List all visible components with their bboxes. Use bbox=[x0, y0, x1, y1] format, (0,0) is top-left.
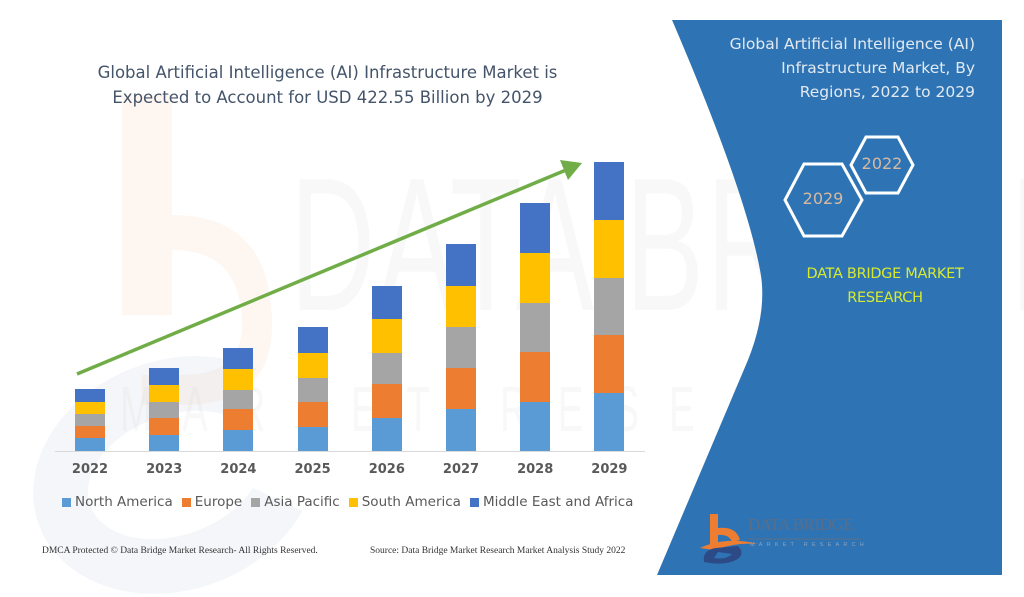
bar-segment bbox=[75, 402, 105, 415]
x-axis-label: 2028 bbox=[517, 462, 554, 477]
legend-item: Europe bbox=[181, 494, 243, 510]
bar-2023 bbox=[149, 367, 180, 451]
bar-segment bbox=[297, 401, 328, 427]
bar-2029 bbox=[594, 162, 625, 451]
bar-segment bbox=[446, 409, 476, 451]
bar-segment bbox=[371, 319, 402, 354]
bar-2027 bbox=[446, 244, 476, 451]
chart-title-line: Global Artificial Intelligence (AI) Infr… bbox=[97, 63, 558, 82]
legend-item: Middle East and Africa bbox=[469, 494, 634, 510]
legend-swatch-icon bbox=[62, 497, 71, 507]
x-axis-label: 2024 bbox=[220, 462, 257, 477]
chart-title: Global Artificial Intelligence (AI) Infr… bbox=[60, 60, 595, 110]
x-axis-label: 2026 bbox=[368, 462, 405, 477]
chart-title-line: Expected to Account for USD 422.55 Billi… bbox=[112, 88, 543, 107]
bar-segment bbox=[446, 286, 476, 328]
legend-item: South America bbox=[348, 494, 461, 510]
bar-segment bbox=[446, 368, 476, 409]
bar-segment bbox=[223, 348, 254, 370]
logo-subtitle: MARKET RESEARCH bbox=[750, 542, 868, 548]
bar-segment bbox=[149, 367, 180, 385]
legend-label: Asia Pacific bbox=[264, 494, 340, 510]
source-note: Source: Data Bridge Market Research Mark… bbox=[370, 546, 626, 556]
legend-item: Asia Pacific bbox=[251, 494, 340, 510]
bar-segment bbox=[75, 414, 105, 427]
legend-swatch-icon bbox=[348, 497, 358, 507]
bar-segment bbox=[223, 369, 254, 391]
legend-swatch-icon bbox=[251, 497, 261, 507]
bar-segment bbox=[371, 384, 402, 419]
panel-title-line: Regions, 2022 to 2029 bbox=[799, 83, 975, 101]
bar-2026 bbox=[371, 286, 402, 451]
bar-2028 bbox=[520, 203, 551, 451]
bar-segment bbox=[520, 203, 551, 254]
bar-segment bbox=[75, 389, 105, 403]
bar-segment bbox=[75, 438, 105, 451]
bar-2025 bbox=[297, 326, 328, 451]
chart-legend: North America Europe Asia Pacific South Ame… bbox=[62, 494, 633, 510]
x-axis-label: 2022 bbox=[71, 462, 109, 477]
panel-title-line: Infrastructure Market, By bbox=[781, 59, 975, 77]
bar-segment bbox=[371, 286, 402, 320]
copyright-note: DMCA Protected © Data Bridge Market Rese… bbox=[42, 546, 318, 556]
bar-segment bbox=[223, 430, 254, 451]
bar-segment bbox=[594, 393, 625, 451]
bar-segment bbox=[297, 426, 328, 451]
bar-segment bbox=[446, 327, 476, 369]
bar-segment bbox=[594, 335, 625, 393]
bar-segment bbox=[371, 353, 402, 385]
panel-title: Global Artificial Intelligence (AI) Infr… bbox=[690, 32, 975, 104]
brand-text-line: DATA BRIDGE MARKET bbox=[806, 266, 964, 282]
legend-swatch-icon bbox=[181, 497, 191, 507]
bar-segment bbox=[594, 162, 625, 221]
logo-name: DATA BRIDGE bbox=[748, 515, 854, 534]
legend-label: South America bbox=[361, 494, 461, 510]
bar-segment bbox=[520, 303, 551, 353]
hex-label-2022: 2022 bbox=[861, 154, 903, 173]
bar-2024 bbox=[223, 348, 254, 451]
x-axis-label: 2025 bbox=[294, 462, 331, 477]
bar-segment bbox=[371, 418, 402, 451]
panel-title-line: Global Artificial Intelligence (AI) bbox=[729, 35, 975, 53]
bar-segment bbox=[297, 352, 328, 378]
legend-item: North America bbox=[62, 494, 173, 510]
x-axis-label: 2027 bbox=[442, 462, 480, 477]
data-bridge-logo-icon bbox=[700, 514, 861, 564]
bar-segment bbox=[149, 417, 180, 435]
x-axis-label: 2029 bbox=[591, 462, 628, 477]
brand-text-line: RESEARCH bbox=[847, 290, 923, 306]
legend-label: Middle East and Africa bbox=[482, 494, 634, 510]
hex-label-2029: 2029 bbox=[802, 189, 844, 208]
bar-segment bbox=[149, 401, 180, 418]
bar-segment bbox=[520, 352, 551, 403]
brand-text: DATA BRIDGE MARKET RESEARCH bbox=[770, 262, 1000, 310]
bar-segment bbox=[297, 326, 328, 353]
bar-segment bbox=[75, 426, 105, 438]
bar-segment bbox=[223, 409, 254, 430]
x-axis-label: 2023 bbox=[146, 462, 183, 477]
bar-segment bbox=[297, 377, 328, 402]
stacked-bar-chart: 2022 2023 2024 2025 2026 2027 2028 2029 bbox=[55, 162, 645, 477]
bar-segment bbox=[520, 253, 551, 304]
bar-segment bbox=[223, 390, 254, 410]
bar-segment bbox=[520, 402, 551, 451]
bar-2022 bbox=[75, 389, 105, 451]
legend-label: North America bbox=[75, 494, 173, 510]
bar-segment bbox=[446, 244, 476, 287]
legend-swatch-icon bbox=[469, 497, 479, 507]
x-axis-line bbox=[55, 451, 645, 452]
bar-segment bbox=[149, 384, 180, 402]
bar-segment bbox=[594, 220, 625, 279]
bar-segment bbox=[594, 278, 625, 336]
legend-label: Europe bbox=[194, 494, 243, 510]
bar-segment bbox=[149, 434, 180, 451]
